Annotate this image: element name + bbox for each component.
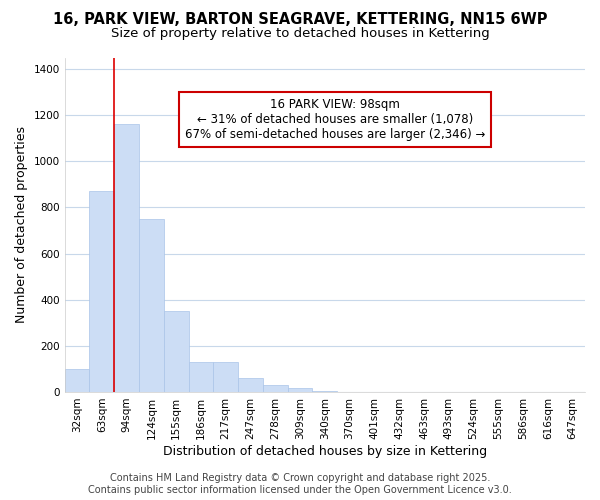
Bar xyxy=(214,362,238,392)
Bar xyxy=(188,362,214,392)
Text: Size of property relative to detached houses in Kettering: Size of property relative to detached ho… xyxy=(110,28,490,40)
Bar xyxy=(238,378,263,392)
Bar xyxy=(164,311,188,392)
Bar xyxy=(263,385,287,392)
Bar xyxy=(139,219,164,392)
Bar xyxy=(114,124,139,392)
Bar xyxy=(89,192,114,392)
Bar xyxy=(313,391,337,392)
Text: 16, PARK VIEW, BARTON SEAGRAVE, KETTERING, NN15 6WP: 16, PARK VIEW, BARTON SEAGRAVE, KETTERIN… xyxy=(53,12,547,28)
Text: 16 PARK VIEW: 98sqm
← 31% of detached houses are smaller (1,078)
67% of semi-det: 16 PARK VIEW: 98sqm ← 31% of detached ho… xyxy=(185,98,485,140)
Y-axis label: Number of detached properties: Number of detached properties xyxy=(15,126,28,323)
Bar xyxy=(287,388,313,392)
Bar xyxy=(65,369,89,392)
X-axis label: Distribution of detached houses by size in Kettering: Distribution of detached houses by size … xyxy=(163,444,487,458)
Text: Contains HM Land Registry data © Crown copyright and database right 2025.
Contai: Contains HM Land Registry data © Crown c… xyxy=(88,474,512,495)
